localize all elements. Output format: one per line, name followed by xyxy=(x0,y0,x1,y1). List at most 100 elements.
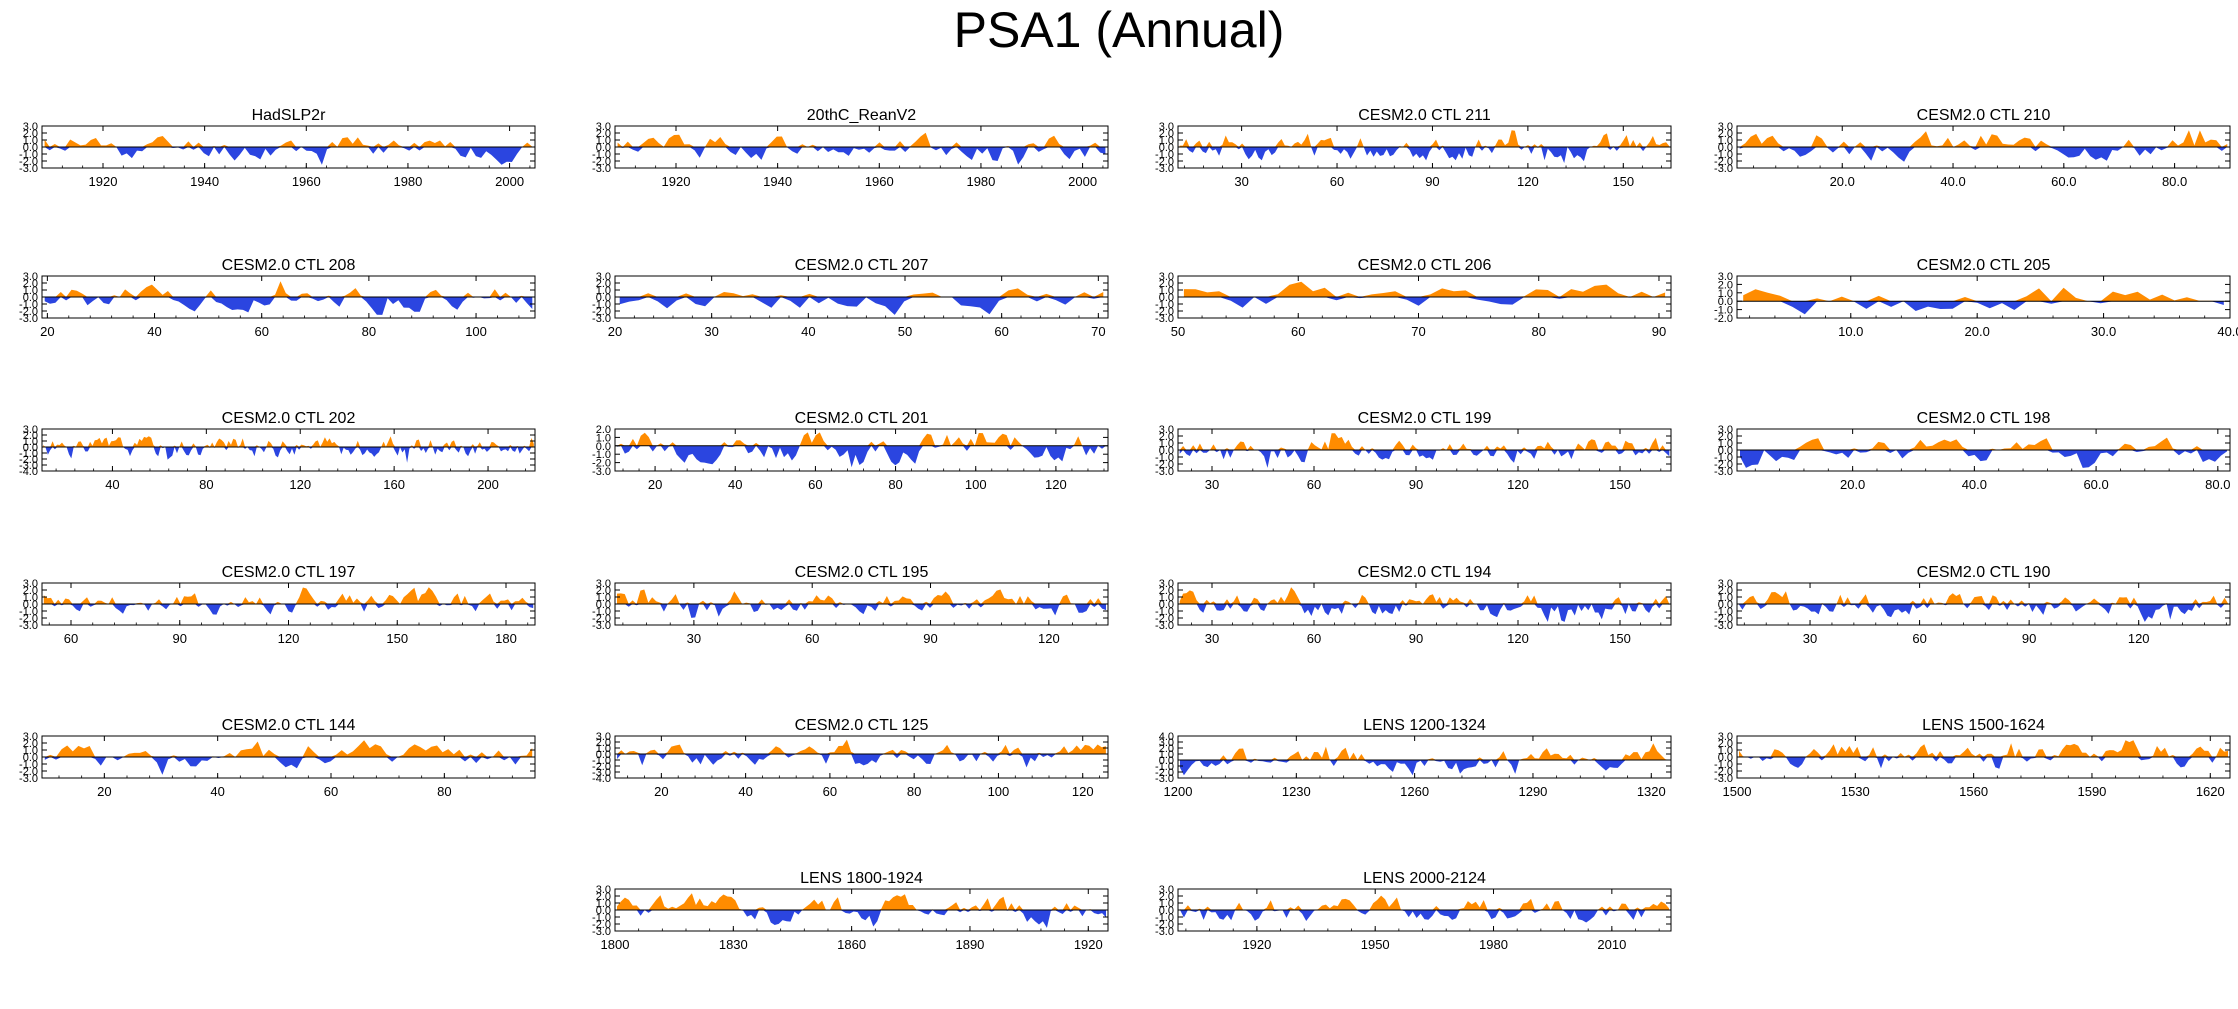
plot-frame xyxy=(1736,275,2231,319)
panel-title: CESM2.0 CTL 205 xyxy=(1917,257,2051,274)
negative-anomaly-area xyxy=(44,757,533,775)
negative-anomaly-area xyxy=(617,445,1106,468)
y-tick-label: -2.0 xyxy=(592,761,611,773)
y-tick-label: 1.0 xyxy=(1718,135,1733,147)
y-tick-label: 3.0 xyxy=(1718,731,1733,743)
x-tick-label: 120 xyxy=(1038,631,1060,646)
y-tick-label: -1.0 xyxy=(19,299,38,311)
x-tick-label: 20 xyxy=(40,324,54,339)
x-tick-label: 1860 xyxy=(837,937,866,952)
y-tick-label: 1.0 xyxy=(596,592,611,604)
x-tick-label: 40 xyxy=(210,784,224,799)
y-tick-label: -2.0 xyxy=(1714,459,1733,471)
y-tick-label: 0.0 xyxy=(23,442,38,454)
y-tick-label: 2.0 xyxy=(1159,431,1174,443)
chart-panel: CESM2.0 CTL 199 3.02.01.00.0-1.0-2.0-3.0 3… xyxy=(1155,410,1672,492)
y-tick-label: 1.0 xyxy=(1718,288,1733,300)
x-tick-label: 1530 xyxy=(1841,784,1870,799)
y-tick-label: 0.0 xyxy=(596,905,611,917)
y-tick-label: 3.0 xyxy=(1718,271,1733,283)
x-tick-label: 100 xyxy=(465,324,487,339)
x-tick-label: 120 xyxy=(2128,631,2150,646)
y-tick-label: 3.0 xyxy=(596,884,611,896)
x-tick-label: 20 xyxy=(97,784,111,799)
page-title: PSA1 (Annual) xyxy=(953,2,1285,58)
x-tick-label: 90 xyxy=(173,631,187,646)
x-tick-label: 120 xyxy=(1517,174,1539,189)
x-tick-label: 1830 xyxy=(719,937,748,952)
positive-anomaly-area xyxy=(1739,740,2228,757)
y-tick-label: 2.0 xyxy=(1159,278,1174,290)
x-tick-label: 120 xyxy=(289,477,311,492)
x-tick-label: 1620 xyxy=(2196,784,2225,799)
y-tick-label: 3.0 xyxy=(1159,121,1174,133)
negative-anomaly-area xyxy=(1179,147,1670,163)
y-tick-label: 2.0 xyxy=(1159,743,1174,755)
chart-panel: HadSLP2r 3.02.01.00.0-1.0-2.0-3.0 1920 1940… xyxy=(19,107,536,189)
y-tick-label: 0.0 xyxy=(596,599,611,611)
y-tick-label: 1.0 xyxy=(596,135,611,147)
y-tick-label: 2.0 xyxy=(596,128,611,140)
negative-anomaly-area xyxy=(43,447,534,463)
y-tick-label: 3.0 xyxy=(1718,424,1733,436)
plot-frame xyxy=(41,428,536,472)
positive-anomaly-area xyxy=(43,436,534,447)
x-tick-label: 90 xyxy=(2022,631,2036,646)
y-tick-label: -1.0 xyxy=(1714,305,1733,317)
chart-panel: CESM2.0 CTL 211 3.02.01.00.0-1.0-2.0-3.0 3… xyxy=(1155,107,1672,189)
panel-title: LENS 1800-1924 xyxy=(800,870,923,887)
x-tick-label: 40.0 xyxy=(1962,477,1987,492)
positive-anomaly-area xyxy=(617,432,1106,446)
y-tick-label: -2.0 xyxy=(592,156,611,168)
panel-title: CESM2.0 CTL 144 xyxy=(222,717,356,734)
y-tick-label: 1.0 xyxy=(23,745,38,757)
chart-panel: CESM2.0 CTL 210 3.02.01.00.0-1.0-2.0-3.0 2… xyxy=(1714,107,2231,189)
y-tick-label: 3.0 xyxy=(23,578,38,590)
y-tick-label: -3.0 xyxy=(1155,313,1174,325)
x-tick-label: 1940 xyxy=(190,174,219,189)
y-tick-label: 1.0 xyxy=(1718,745,1733,757)
plot-frame xyxy=(614,428,1109,472)
y-tick-label: 4.0 xyxy=(1159,731,1174,743)
y-tick-label: -3.0 xyxy=(592,163,611,175)
x-tick-label: 150 xyxy=(1609,477,1631,492)
y-tick-label: 3.0 xyxy=(1718,578,1733,590)
y-tick-label: 3.0 xyxy=(596,731,611,743)
x-tick-label: 70 xyxy=(1411,324,1425,339)
positive-anomaly-area xyxy=(44,281,533,297)
chart-panel: 20thC_ReanV2 3.02.01.00.0-1.0-2.0-3.0 1920… xyxy=(592,107,1109,189)
y-tick-label: 2.0 xyxy=(23,430,38,442)
y-tick-label: 1.0 xyxy=(1159,135,1174,147)
y-tick-label: -2.0 xyxy=(592,306,611,318)
x-tick-label: 200 xyxy=(477,477,499,492)
y-tick-label: 0.0 xyxy=(596,142,611,154)
panel-title: CESM2.0 CTL 207 xyxy=(795,257,929,274)
negative-anomaly-area xyxy=(44,297,533,315)
x-tick-label: 60 xyxy=(324,784,338,799)
x-tick-label: 50 xyxy=(1171,324,1185,339)
panel-title: LENS 1200-1324 xyxy=(1363,717,1486,734)
panel-title: CESM2.0 CTL 190 xyxy=(1917,564,2051,581)
y-tick-label: 2.0 xyxy=(596,278,611,290)
panel-title: CESM2.0 CTL 211 xyxy=(1358,107,1491,124)
x-tick-label: 80 xyxy=(362,324,376,339)
y-tick-label: 0.0 xyxy=(596,441,611,453)
x-tick-label: 1200 xyxy=(1164,784,1193,799)
chart-panel: CESM2.0 CTL 201 2.01.00.0-1.0-2.0-3.0 20 40… xyxy=(592,410,1109,492)
x-tick-label: 120 xyxy=(1507,631,1529,646)
y-tick-label: -2.0 xyxy=(1155,613,1174,625)
x-tick-label: 90 xyxy=(1409,477,1423,492)
x-tick-label: 2000 xyxy=(495,174,524,189)
x-tick-label: 160 xyxy=(383,477,405,492)
y-tick-label: 0.0 xyxy=(23,142,38,154)
x-tick-label: 1230 xyxy=(1282,784,1311,799)
positive-anomaly-area xyxy=(1179,130,1670,147)
y-tick-label: 3.0 xyxy=(23,424,38,436)
negative-anomaly-area xyxy=(1180,760,1669,776)
negative-anomaly-area xyxy=(1183,297,1666,308)
y-tick-label: -2.0 xyxy=(1155,306,1174,318)
x-tick-label: 1290 xyxy=(1518,784,1547,799)
x-tick-label: 40 xyxy=(728,477,742,492)
y-tick-label: -3.0 xyxy=(592,466,611,478)
